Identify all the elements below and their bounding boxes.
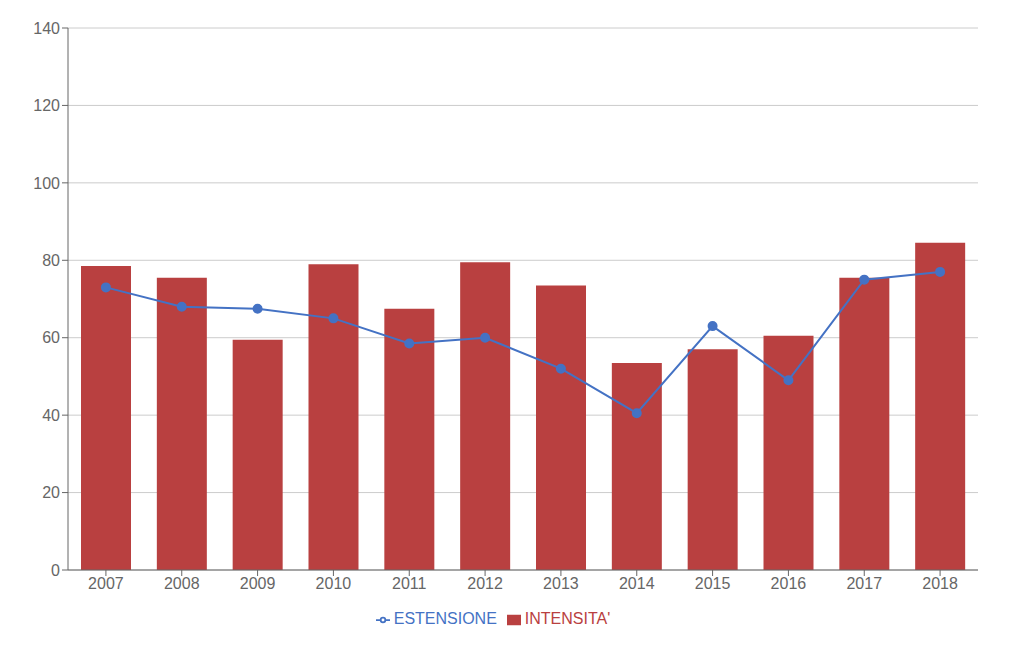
svg-text:2018: 2018 <box>922 575 958 592</box>
svg-text:2012: 2012 <box>467 575 503 592</box>
html-text:INTENSITA': INTENSITA' <box>524 610 611 627</box>
svg-text:2014: 2014 <box>619 575 655 592</box>
svg-text:2010: 2010 <box>316 575 352 592</box>
svg-text:20: 20 <box>42 484 60 501</box>
svg-text:2017: 2017 <box>846 575 882 592</box>
html-text:ESTENSIONE: ESTENSIONE <box>393 610 497 627</box>
svg-text:40: 40 <box>42 407 60 424</box>
svg-text:2011: 2011 <box>392 575 427 592</box>
svg-text:100: 100 <box>33 175 60 192</box>
svg-text:120: 120 <box>33 97 60 114</box>
svg-text:60: 60 <box>42 329 60 346</box>
svg-text:2008: 2008 <box>164 575 200 592</box>
svg-text:2015: 2015 <box>695 575 731 592</box>
svg-text:2007: 2007 <box>88 575 124 592</box>
svg-text:80: 80 <box>42 252 60 269</box>
svg-text:0: 0 <box>51 562 60 579</box>
svg-text:2016: 2016 <box>771 575 807 592</box>
svg-text:2009: 2009 <box>240 575 276 592</box>
svg-text:140: 140 <box>33 20 60 37</box>
svg-text:2013: 2013 <box>543 575 579 592</box>
